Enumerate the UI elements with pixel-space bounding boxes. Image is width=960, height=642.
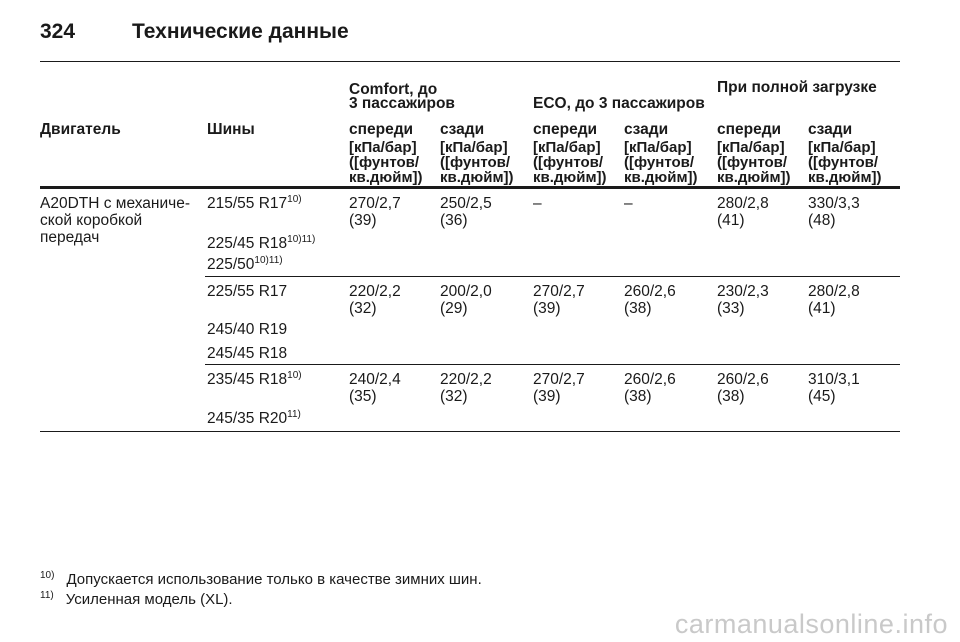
pressure-psi: (39): [533, 388, 561, 405]
column-header-front: спереди: [349, 121, 414, 138]
pressure-value: 230/2,3: [717, 283, 769, 300]
tire-size: 245/35 R2011): [207, 409, 301, 427]
pressure-value: 260/2,6: [624, 371, 676, 388]
footnote-ref: 10)11): [287, 234, 316, 245]
pressure-value: 270/2,7: [533, 371, 585, 388]
unit-label: [кПа/бар] ([фунтов/ кв.дюйм]): [440, 139, 514, 186]
column-header-tires: Шины: [207, 121, 255, 138]
page-number: 324: [40, 20, 76, 43]
engine-name-line2: ской коробкой: [40, 212, 143, 229]
pressure-psi: (32): [440, 388, 468, 405]
pressure-psi: (35): [349, 388, 377, 405]
pressure-psi: (45): [808, 388, 836, 405]
pressure-value: 200/2,0: [440, 283, 492, 300]
pressure-value: 310/3,1: [808, 371, 860, 388]
pressure-psi: (38): [624, 300, 652, 317]
pressure-value: 270/2,7: [533, 283, 585, 300]
unit-label: [кПа/бар] ([фунтов/ кв.дюйм]): [533, 139, 607, 186]
unit-label: [кПа/бар] ([фунтов/ кв.дюйм]): [808, 139, 882, 186]
tire-size: 225/55 R17: [207, 283, 288, 300]
group-header-comfort-line2: 3 пассажиров: [349, 95, 455, 112]
pressure-value: 220/2,2: [349, 283, 401, 300]
pressure-value: 280/2,8: [808, 283, 860, 300]
pressure-value: 240/2,4: [349, 371, 401, 388]
pressure-psi: (48): [808, 212, 836, 229]
pressure-value: 270/2,7: [349, 195, 401, 212]
pressure-value: 260/2,6: [624, 283, 676, 300]
pressure-psi: (39): [533, 300, 561, 317]
row-divider: [205, 364, 900, 365]
pressure-value: –: [533, 195, 542, 212]
pressure-psi: (32): [349, 300, 377, 317]
column-header-front: спереди: [533, 121, 598, 138]
footnote-ref: 10)11): [254, 255, 283, 266]
footnote-text: Допускается использование только в качес…: [66, 571, 482, 588]
tire-size: 235/45 R1810): [207, 370, 302, 388]
column-header-rear: сзади: [440, 121, 485, 138]
footnote-ref: 10): [287, 370, 302, 381]
column-header-rear: сзади: [624, 121, 669, 138]
tire-size: 225/45 R1810)11): [207, 234, 316, 252]
tire-size: 245/40 R19: [207, 321, 288, 338]
footnote-ref: 11): [287, 409, 301, 420]
footnote: 11) Усиленная модель (XL).: [40, 590, 233, 608]
column-header-front: спереди: [717, 121, 782, 138]
pressure-psi: (38): [624, 388, 652, 405]
group-header-comfort-line1: Comfort, до: [349, 81, 438, 98]
row-divider: [205, 276, 900, 277]
unit-label: [кПа/бар] ([фунтов/ кв.дюйм]): [717, 139, 791, 186]
footnote-mark: 11): [40, 590, 54, 601]
footnote-mark: 10): [40, 570, 55, 581]
pressure-value: 260/2,6: [717, 371, 769, 388]
engine-name-line3: передач: [40, 229, 100, 246]
pressure-value: 220/2,2: [440, 371, 492, 388]
pressure-value: 250/2,5: [440, 195, 492, 212]
page-header: 324 Технические данные: [40, 20, 349, 44]
pressure-psi: (38): [717, 388, 745, 405]
table-end-divider: [40, 431, 900, 432]
tire-size: 245/45 R18: [207, 345, 288, 362]
footnote-ref: 10): [287, 194, 302, 205]
column-header-engine: Двигатель: [40, 121, 121, 138]
footnote: 10) Допускается использование только в ка…: [40, 570, 482, 588]
column-header-rear: сзади: [808, 121, 853, 138]
pressure-value: –: [624, 195, 633, 212]
engine-name-line1: A20DTH с механиче-: [40, 195, 191, 212]
group-header-full-load: При полной загрузке: [717, 79, 877, 96]
watermark: carmanualsonline.info: [674, 609, 948, 639]
tire-size: 215/55 R1710): [207, 194, 302, 212]
unit-label: [кПа/бар] ([фунтов/ кв.дюйм]): [624, 139, 698, 186]
page-title: Технические данные: [132, 20, 349, 43]
pressure-psi: (41): [717, 212, 745, 229]
pressure-psi: (33): [717, 300, 745, 317]
pressure-psi: (39): [349, 212, 377, 229]
pressure-psi: (41): [808, 300, 836, 317]
pressure-value: 330/3,3: [808, 195, 860, 212]
header-divider: [40, 61, 900, 62]
footnote-text: Усиленная модель (XL).: [65, 591, 233, 608]
table-header-divider: [40, 186, 900, 189]
pressure-psi: (29): [440, 300, 468, 317]
pressure-value: 280/2,8: [717, 195, 769, 212]
unit-label: [кПа/бар] ([фунтов/ кв.дюйм]): [349, 139, 423, 186]
tire-size: 225/5010)11): [207, 255, 283, 273]
group-header-eco: ECO, до 3 пассажиров: [533, 95, 705, 112]
pressure-psi: (36): [440, 212, 468, 229]
